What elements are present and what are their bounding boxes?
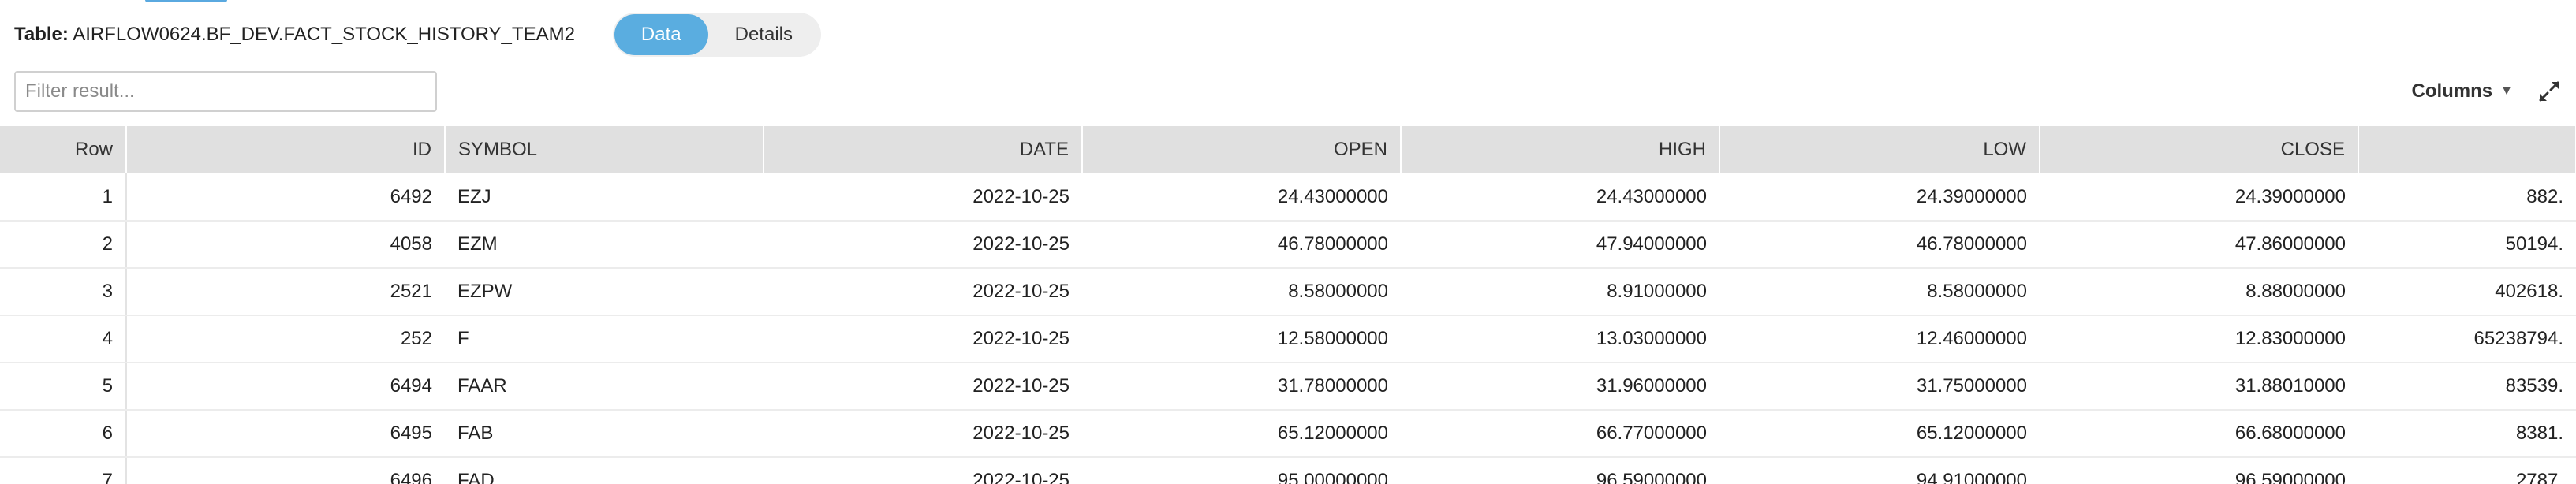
row-number-cell[interactable]: 5 [0,363,127,411]
high-cell[interactable]: 96.59000000 [1401,457,1719,484]
columns-button[interactable]: Columns ▼ [2411,76,2513,107]
column-header-volume[interactable] [2358,126,2576,173]
symbol-cell[interactable]: EZJ [445,173,763,222]
date-cell[interactable]: 2022-10-25 [763,315,1082,363]
symbol-cell[interactable]: EZPW [445,268,763,316]
id-cell[interactable]: 6496 [126,457,445,484]
chevron-down-icon: ▼ [2500,84,2513,98]
id-cell[interactable]: 6492 [126,173,445,222]
low-cell[interactable]: 46.78000000 [1719,221,2040,269]
id-cell[interactable]: 252 [126,315,445,363]
row-number-cell[interactable]: 1 [0,173,127,222]
column-header-id[interactable]: ID [126,126,446,173]
column-header-high[interactable]: HIGH [1401,126,1720,173]
column-header-low[interactable]: LOW [1719,126,2040,173]
close-cell[interactable]: 8.88000000 [2040,268,2358,316]
open-cell[interactable]: 31.78000000 [1082,363,1401,411]
table-row[interactable]: 1 6492 EZJ 2022-10-25 24.43000000 24.43000000… [0,173,2576,222]
symbol-cell[interactable]: FAD [445,457,763,484]
tab-details[interactable]: Details [734,24,793,45]
results-table: Row ID SYMBOL DATE OPEN HIGH LOW CLOSE 1… [0,126,2576,484]
open-cell[interactable]: 8.58000000 [1082,268,1401,316]
date-cell[interactable]: 2022-10-25 [763,268,1082,316]
table-title: Table: AIRFLOW0624.BF_DEV.FACT_STOCK_HIS… [14,24,575,46]
column-header-symbol[interactable]: SYMBOL [445,126,764,173]
date-cell[interactable]: 2022-10-25 [763,363,1082,411]
column-header-date[interactable]: DATE [763,126,1083,173]
close-cell[interactable]: 47.86000000 [2040,221,2358,269]
row-number-cell[interactable]: 2 [0,221,127,269]
date-cell[interactable]: 2022-10-25 [763,410,1082,458]
id-cell[interactable]: 6494 [126,363,445,411]
close-cell[interactable]: 24.39000000 [2040,173,2358,222]
id-cell[interactable]: 2521 [126,268,445,316]
result-header: Table: AIRFLOW0624.BF_DEV.FACT_STOCK_HIS… [14,13,821,57]
view-toggle: Data Details [612,13,821,57]
low-cell[interactable]: 94.91000000 [1719,457,2040,484]
low-cell[interactable]: 65.12000000 [1719,410,2040,458]
filter-input[interactable] [14,71,437,112]
low-cell[interactable]: 31.75000000 [1719,363,2040,411]
table-row[interactable]: 4 252 F 2022-10-25 12.58000000 13.03000000 12.… [0,315,2576,363]
low-cell[interactable]: 12.46000000 [1719,315,2040,363]
high-cell[interactable]: 13.03000000 [1401,315,1719,363]
row-number-cell[interactable]: 3 [0,268,127,316]
column-header-open[interactable]: OPEN [1082,126,1402,173]
volume-cell[interactable]: 2787. [2358,457,2576,484]
open-cell[interactable]: 95.00000000 [1082,457,1401,484]
high-cell[interactable]: 8.91000000 [1401,268,1719,316]
volume-cell[interactable]: 65238794. [2358,315,2576,363]
symbol-cell[interactable]: EZM [445,221,763,269]
table-name: AIRFLOW0624.BF_DEV.FACT_STOCK_HISTORY_TE… [73,24,575,45]
open-cell[interactable]: 65.12000000 [1082,410,1401,458]
open-cell[interactable]: 24.43000000 [1082,173,1401,222]
table-row[interactable]: 7 6496 FAD 2022-10-25 95.00000000 96.59000000… [0,457,2576,484]
table-row[interactable]: 3 2521 EZPW 2022-10-25 8.58000000 8.91000000 8… [0,268,2576,316]
low-cell[interactable]: 8.58000000 [1719,268,2040,316]
symbol-cell[interactable]: FAB [445,410,763,458]
close-cell[interactable]: 12.83000000 [2040,315,2358,363]
results-grid: Row ID SYMBOL DATE OPEN HIGH LOW CLOSE 1… [0,126,2576,484]
row-number-cell[interactable]: 6 [0,410,127,458]
expand-icon[interactable] [2537,79,2562,104]
volume-cell[interactable]: 50194. [2358,221,2576,269]
id-cell[interactable]: 4058 [126,221,445,269]
row-number-cell[interactable]: 4 [0,315,127,363]
symbol-cell[interactable]: F [445,315,763,363]
volume-cell[interactable]: 83539. [2358,363,2576,411]
volume-cell[interactable]: 402618. [2358,268,2576,316]
open-cell[interactable]: 12.58000000 [1082,315,1401,363]
table-row[interactable]: 5 6494 FAAR 2022-10-25 31.78000000 31.9600000… [0,363,2576,411]
table-body: 1 6492 EZJ 2022-10-25 24.43000000 24.43000000… [0,173,2576,484]
date-cell[interactable]: 2022-10-25 [763,173,1082,222]
column-header-row[interactable]: Row [0,126,127,173]
high-cell[interactable]: 47.94000000 [1401,221,1719,269]
column-header-close[interactable]: CLOSE [2040,126,2359,173]
date-cell[interactable]: 2022-10-25 [763,221,1082,269]
high-cell[interactable]: 66.77000000 [1401,410,1719,458]
table-row[interactable]: 6 6495 FAB 2022-10-25 65.12000000 66.77000000… [0,410,2576,458]
tab-data[interactable]: Data [614,14,708,55]
columns-label: Columns [2411,80,2493,102]
volume-cell[interactable]: 882. [2358,173,2576,222]
date-cell[interactable]: 2022-10-25 [763,457,1082,484]
close-cell[interactable]: 96.59000000 [2040,457,2358,484]
tab-accent-bar [145,0,227,2]
symbol-cell[interactable]: FAAR [445,363,763,411]
close-cell[interactable]: 31.88010000 [2040,363,2358,411]
header-row: Row ID SYMBOL DATE OPEN HIGH LOW CLOSE [0,126,2576,173]
high-cell[interactable]: 31.96000000 [1401,363,1719,411]
low-cell[interactable]: 24.39000000 [1719,173,2040,222]
table-label: Table: [14,24,69,45]
high-cell[interactable]: 24.43000000 [1401,173,1719,222]
volume-cell[interactable]: 8381. [2358,410,2576,458]
id-cell[interactable]: 6495 [126,410,445,458]
close-cell[interactable]: 66.68000000 [2040,410,2358,458]
open-cell[interactable]: 46.78000000 [1082,221,1401,269]
table-row[interactable]: 2 4058 EZM 2022-10-25 46.78000000 47.94000000… [0,221,2576,269]
row-number-cell[interactable]: 7 [0,457,127,484]
